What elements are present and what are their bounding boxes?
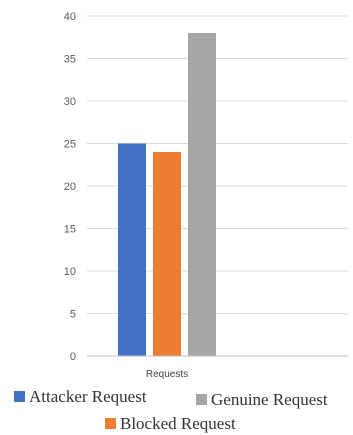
bar	[118, 143, 146, 356]
x-category-label: Requests	[146, 369, 188, 380]
y-tick-label: 20	[64, 181, 76, 193]
legend-label: Attacker Request	[29, 387, 147, 406]
legend-swatch	[14, 391, 25, 402]
y-tick-label: 0	[70, 351, 76, 363]
x-axis-categories: Requests	[146, 369, 188, 380]
legend-label: Blocked Request	[120, 414, 236, 433]
legend-swatch	[105, 418, 116, 429]
legend-label: Genuine Request	[211, 390, 328, 409]
y-tick-label: 35	[64, 54, 76, 66]
y-tick-label: 40	[64, 11, 76, 23]
legend-item: Blocked Request	[105, 414, 236, 433]
legend: Attacker Request Blocked Request Genuine R…	[14, 387, 328, 433]
y-tick-label: 10	[64, 266, 76, 278]
bars	[118, 33, 216, 356]
bar	[188, 33, 216, 356]
legend-item: Genuine Request	[196, 390, 328, 409]
y-tick-label: 15	[64, 224, 76, 236]
y-tick-label: 30	[64, 96, 76, 108]
y-axis-ticks: 0 5 10 15 20 25 30 35 40	[64, 11, 76, 363]
bar	[153, 152, 181, 356]
y-tick-label: 25	[64, 139, 76, 151]
y-tick-label: 5	[70, 309, 76, 321]
legend-swatch	[196, 394, 207, 405]
legend-item: Attacker Request	[14, 387, 147, 406]
